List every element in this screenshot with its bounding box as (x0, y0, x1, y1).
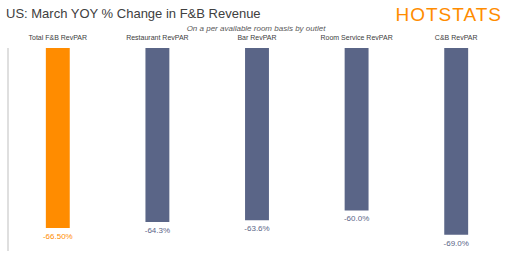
svg-text:Bar RevPAR: Bar RevPAR (237, 34, 276, 41)
svg-text:-66.50%: -66.50% (43, 232, 73, 241)
svg-text:C&B RevPAR: C&B RevPAR (435, 34, 478, 41)
svg-text:-64.3%: -64.3% (145, 226, 170, 235)
svg-text:Restaurant RevPAR: Restaurant RevPAR (126, 34, 189, 41)
html-text:US: March YOY % Change in F&B: US: March YOY % Change in F&B Revenue (6, 6, 261, 21)
svg-text:Total F&B RevPAR: Total F&B RevPAR (28, 34, 87, 41)
html-text:On a per available room basis: On a per available room basis by outlet (186, 24, 326, 33)
svg-text:-63.6%: -63.6% (244, 224, 269, 233)
svg-text:-60.0%: -60.0% (344, 214, 369, 223)
svg-text:Room Service RevPAR: Room Service RevPAR (320, 34, 392, 41)
svg-text:-69.0%: -69.0% (444, 239, 469, 248)
html-text:HOTSTATS: HOTSTATS (395, 4, 502, 25)
